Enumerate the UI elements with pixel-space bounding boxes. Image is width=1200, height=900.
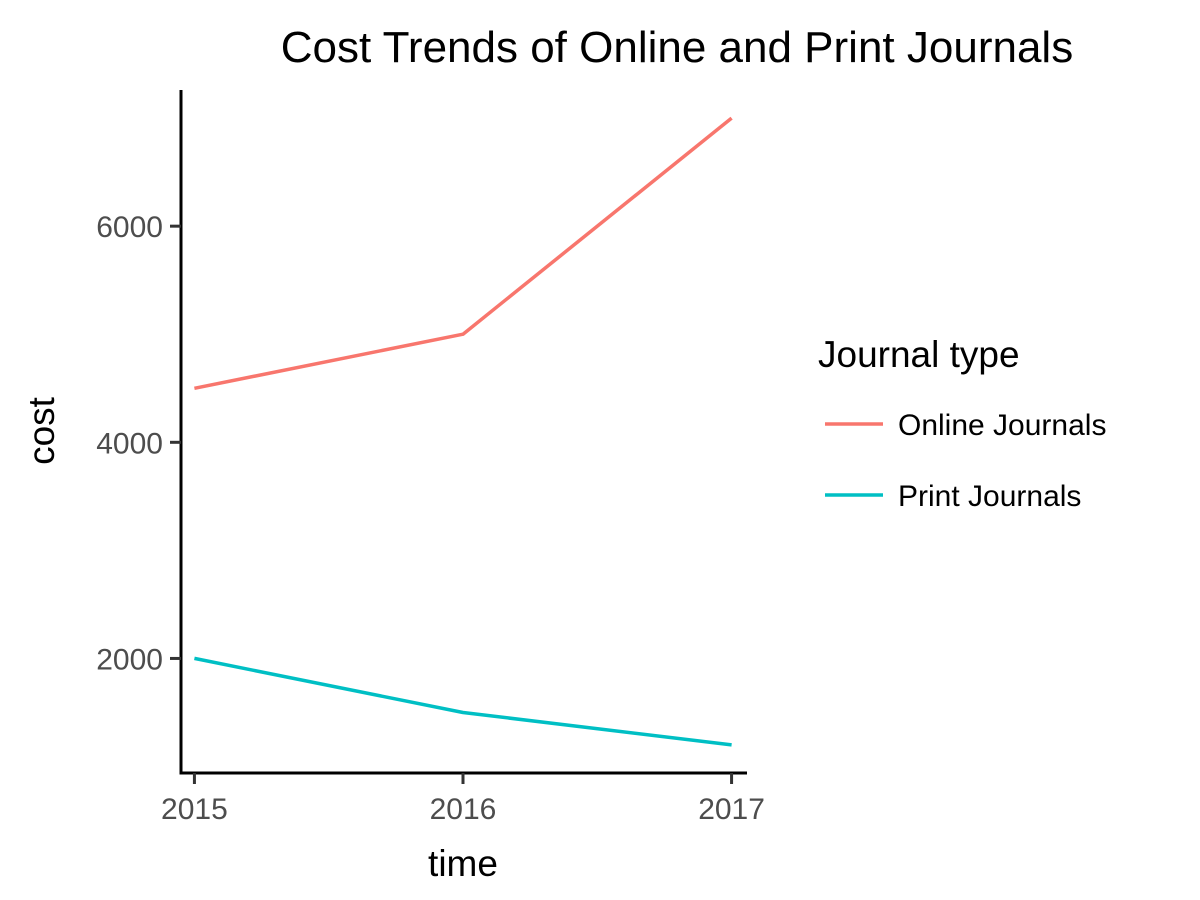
legend-items: Online Journals Print Journals xyxy=(825,409,1106,513)
plot-area xyxy=(194,116,733,747)
x-tick-label-1: 2016 xyxy=(430,793,497,826)
legend-title: Journal type xyxy=(818,334,1020,375)
series-line-0 xyxy=(194,116,733,391)
legend: Journal type Online Journals Print Journa… xyxy=(818,334,1106,513)
legend-label-0: Online Journals xyxy=(898,409,1106,442)
legend-label-1: Print Journals xyxy=(898,480,1081,513)
chart-title: Cost Trends of Online and Print Journals xyxy=(281,23,1073,72)
y-tick-label-1: 4000 xyxy=(96,427,163,460)
y-axis-title: cost xyxy=(21,396,62,465)
x-tick-label-0: 2015 xyxy=(161,793,228,826)
series-line-1 xyxy=(194,656,732,747)
x-axis-title: time xyxy=(428,843,498,884)
x-axis-ticks: 2015 2016 2017 xyxy=(161,773,765,826)
x-tick-label-2: 2017 xyxy=(698,793,765,826)
y-tick-label-0: 2000 xyxy=(96,643,163,676)
y-axis-ticks: 2000 4000 6000 xyxy=(96,211,181,676)
y-tick-label-2: 6000 xyxy=(96,211,163,244)
